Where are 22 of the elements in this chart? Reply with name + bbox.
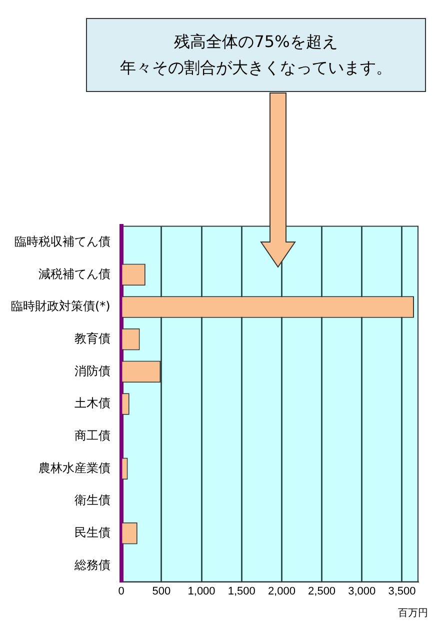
x-tick-label: 500 <box>152 585 171 598</box>
y-tick-label: 総務債 <box>73 558 110 572</box>
y-tick-label: 農林水産業債 <box>38 460 110 475</box>
y-tick-label: 臨時財政対策債(*) <box>10 299 110 314</box>
y-tick-label: 臨時税収補てん債 <box>14 234 110 248</box>
x-tick-label: 2,000 <box>268 585 296 598</box>
y-tick-label: 商工債 <box>74 428 110 442</box>
x-tick-label: 2,500 <box>308 585 336 598</box>
x-tick-label: 1,500 <box>228 585 256 598</box>
x-tick-label: 3,000 <box>348 585 376 598</box>
y-tick-label: 民生債 <box>74 525 110 540</box>
text: 年々その割合が大きくなっています。 <box>120 57 392 79</box>
y-tick-label: 土木債 <box>74 396 110 410</box>
y-tick-label: 衛生債 <box>74 493 110 508</box>
x-tick-label: 3,500 <box>388 585 416 598</box>
x-tick-label: 1,000 <box>188 585 216 598</box>
text: 残高全体の75%を超え <box>174 31 338 53</box>
y-tick-label: 教育債 <box>74 331 110 346</box>
x-axis-title: 百万円 <box>398 607 428 620</box>
y-tick-label: 減税補てん債 <box>38 266 110 281</box>
y-tick-label: 消防債 <box>74 364 110 378</box>
x-tick-label: 0 <box>118 585 124 598</box>
